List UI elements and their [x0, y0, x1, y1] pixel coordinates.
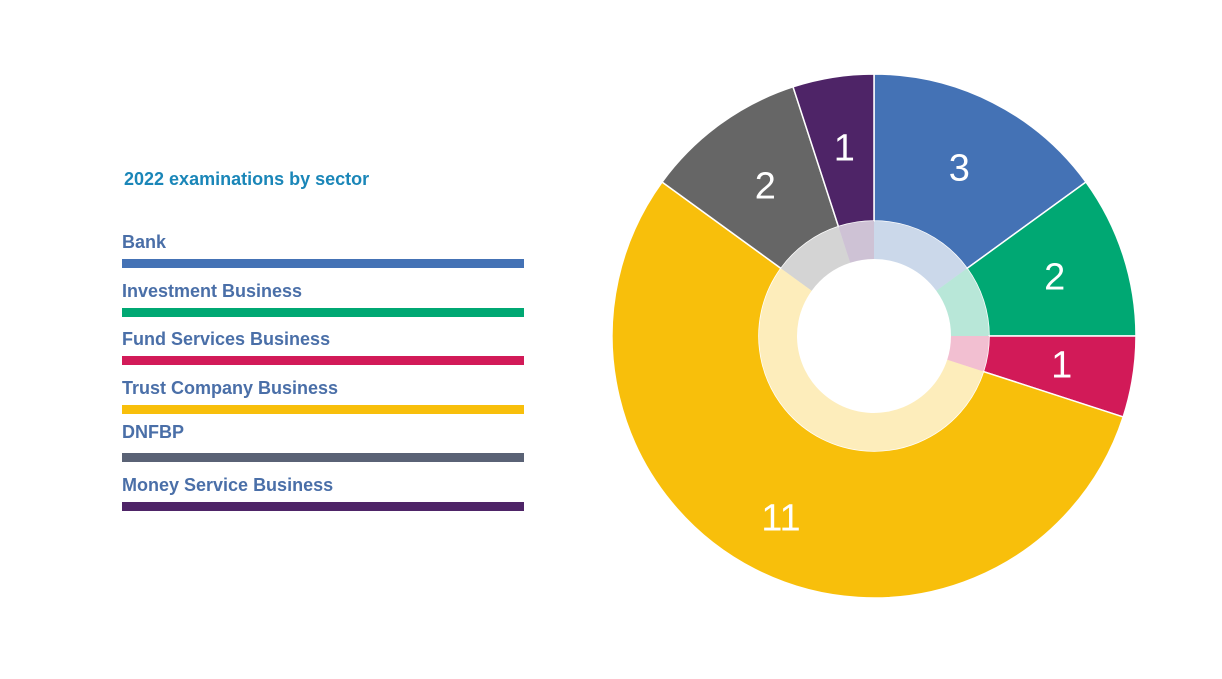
legend: Bank Investment Business Fund Services B… [122, 232, 524, 523]
slice-label-investment-business: 2 [1044, 256, 1065, 298]
slice-label-trust-company-business: 11 [761, 498, 800, 540]
donut-chart: 3 2 1 11 2 1 [610, 72, 1138, 600]
inner-ring-dnfbp [780, 226, 851, 291]
slice-label-bank: 3 [949, 147, 970, 189]
legend-label-money-service-business: Money Service Business [122, 474, 334, 495]
legend-label-trust-company-business: Trust Company Business [122, 377, 339, 398]
legend-item-bank: Bank [122, 232, 524, 281]
legend-swatch-investment-business [122, 307, 524, 317]
inner-ring-fund-services-business [947, 336, 989, 372]
legend-label-dnfbp: DNFBP [122, 422, 184, 442]
slice-label-dnfbp: 2 [755, 165, 776, 207]
inner-ring-bank [874, 221, 968, 291]
slice-trust-company-business [611, 180, 1125, 599]
inner-ring-investment-business [936, 268, 989, 336]
legend-swatch-trust-company-business [122, 404, 524, 414]
legend-item-fund-services-business: Fund Services Business [122, 329, 524, 378]
inner-ring-money-service-business [838, 221, 874, 263]
legend-swatch-bank [122, 259, 524, 268]
legend-label-bank: Bank [122, 232, 167, 252]
chart-title: 2022 examinations by sector [124, 169, 370, 189]
legend-item-investment-business: Investment Business [122, 281, 524, 330]
legend-swatch-fund-services-business [122, 356, 524, 365]
slice-label-money-service-business: 1 [834, 127, 855, 169]
legend-swatch-money-service-business [122, 501, 524, 511]
legend-item-money-service-business: Money Service Business [122, 475, 524, 524]
legend-swatch-dnfbp [122, 453, 524, 462]
legend-item-trust-company-business: Trust Company Business [122, 378, 524, 427]
legend-item-dnfbp: DNFBP [122, 422, 524, 475]
slice-money-service-business [792, 73, 875, 228]
legend-label-fund-services-business: Fund Services Business [122, 329, 331, 349]
inner-ring-trust-company-business [758, 268, 984, 451]
slice-label-fund-services-business: 1 [1051, 345, 1072, 387]
legend-label-investment-business: Investment Business [122, 280, 303, 301]
